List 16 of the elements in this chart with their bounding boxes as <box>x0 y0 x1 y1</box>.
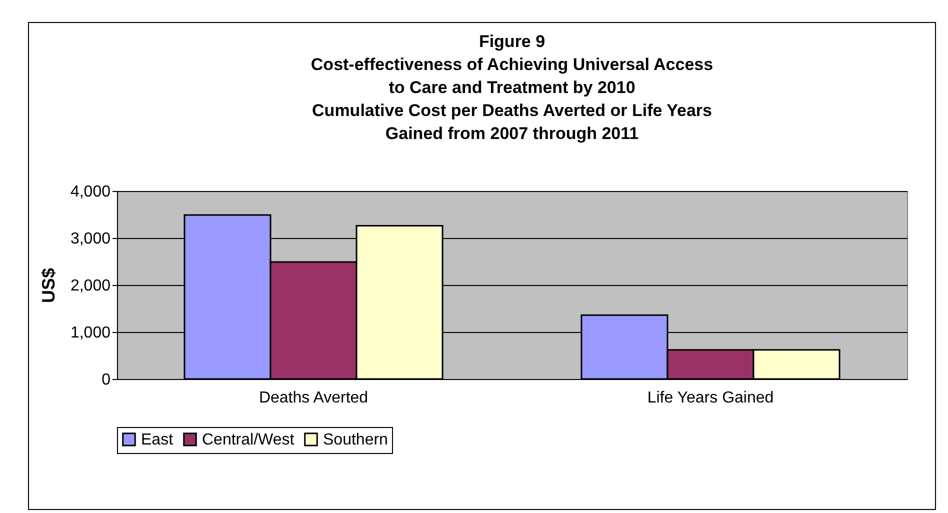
y-tick-label: 4,000 <box>70 184 111 200</box>
y-tick-label: 1,000 <box>70 324 111 342</box>
text: to Care and Treatment by 2010 <box>388 78 636 97</box>
legend-label: East <box>141 431 174 448</box>
text: Figure 9 <box>478 32 546 51</box>
text: Gained from 2007 through 2011 <box>385 124 639 143</box>
text: Cumulative Cost per Deaths Averted or Life Years <box>312 101 712 120</box>
y-tick-label: 2,000 <box>70 278 111 294</box>
y-tick-label: 3,000 <box>70 230 111 248</box>
x-tick-label: Life Years Gained <box>647 390 774 406</box>
x-tick-label: Deaths Averted <box>258 390 368 406</box>
y-axis-title: US$ <box>38 268 58 304</box>
legend-label: Southern <box>323 431 388 448</box>
y-tick-label: 0 <box>102 372 111 388</box>
legend-label: Central/West <box>202 431 295 448</box>
text: Cost-effectiveness of Achieving Universal Access <box>310 55 714 74</box>
